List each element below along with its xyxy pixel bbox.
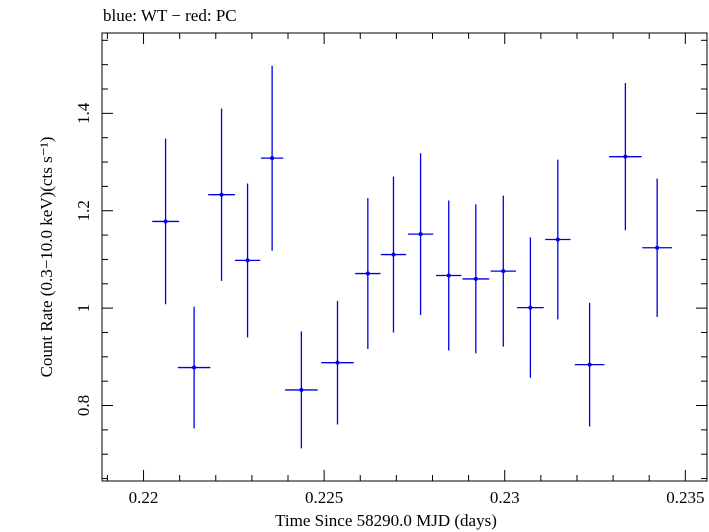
axis-ticks [102, 33, 707, 481]
y-tick-label: 1.4 [74, 102, 93, 124]
data-point [219, 192, 224, 197]
x-axis-label: Time Since 58290.0 MJD (days) [275, 511, 497, 530]
plot-frame [101, 32, 708, 482]
data-point [245, 258, 250, 263]
x-tick-label: 0.235 [666, 488, 704, 507]
data-point [501, 269, 506, 274]
data-point [270, 156, 275, 161]
data-point [192, 365, 197, 370]
series-wt [152, 65, 672, 449]
data-point [299, 387, 304, 392]
y-tick-label: 1 [74, 304, 93, 313]
x-tick-label: 0.23 [490, 488, 520, 507]
data-point [365, 271, 370, 276]
data-points [152, 65, 672, 449]
data-point [555, 237, 560, 242]
data-point [528, 305, 533, 310]
tick-labels: 0.22 0.225 0.23 0.235 0.8 1 1.2 1.4 [74, 102, 704, 507]
data-point [623, 154, 628, 159]
chart-title: blue: WT − red: PC [103, 6, 237, 25]
data-point [655, 245, 660, 250]
data-point [473, 276, 478, 281]
y-tick-label: 0.8 [74, 395, 93, 416]
data-point [391, 252, 396, 257]
y-axis-label: Count Rate (0.3−10.0 keV)(cts s⁻¹) [37, 137, 56, 378]
data-point [446, 273, 451, 278]
x-tick-label: 0.225 [305, 488, 343, 507]
y-tick-label: 1.2 [74, 200, 93, 221]
x-tick-label: 0.22 [129, 488, 159, 507]
data-point [335, 360, 340, 365]
data-point [163, 219, 168, 224]
data-point [418, 232, 423, 237]
data-point [587, 362, 592, 367]
